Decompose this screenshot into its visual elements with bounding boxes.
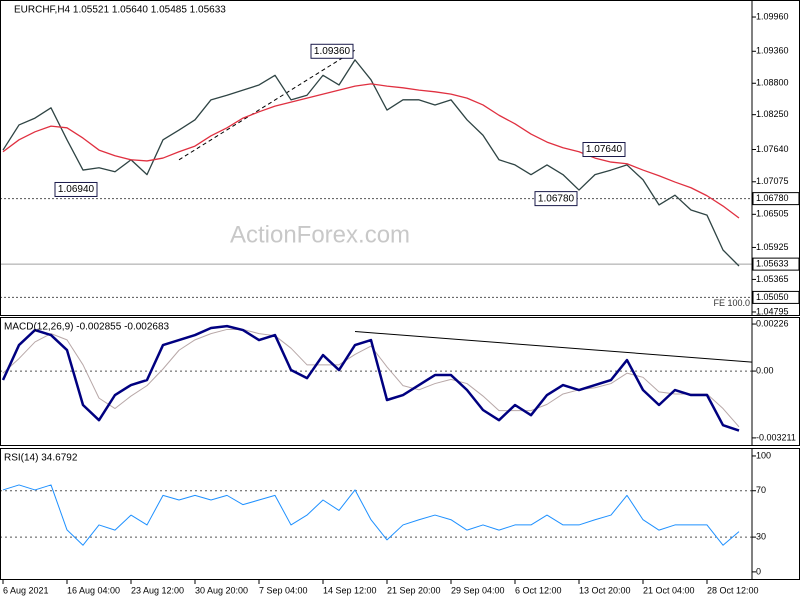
x-tick-label: 14 Sep 12:00 (323, 585, 377, 595)
series-line (2, 328, 740, 428)
series-line (2, 59, 740, 267)
annotation-box (54, 181, 98, 197)
x-tick-label: 6 Aug 2021 (3, 585, 49, 595)
level-label: 1.06780 (756, 193, 789, 203)
annotation-box (582, 142, 626, 158)
y-tick-label: 1.08250 (756, 109, 789, 119)
y-tick-label: 1.05925 (756, 242, 789, 252)
y-tick-label: 30 (756, 531, 766, 541)
level-label: 1.05050 (756, 292, 789, 302)
y-tick-label: 70 (756, 485, 766, 495)
y-tick-label: 1.09360 (756, 46, 789, 56)
x-tick-label: 30 Aug 20:00 (195, 585, 248, 595)
panel-title: EURCHF,H4 1.05521 1.05640 1.05485 1.0563… (14, 5, 226, 16)
x-tick-label: 7 Sep 04:00 (259, 585, 308, 595)
series-line (1, 324, 740, 432)
x-tick-label: 23 Aug 12:00 (131, 585, 184, 595)
panel-title: RSI(14) 34.6792 (4, 453, 78, 464)
y-tick-label: 1.07640 (756, 144, 789, 154)
y-tick-label: 100 (756, 450, 771, 460)
y-tick-label: 1.05365 (756, 274, 789, 284)
watermark: ActionForex.com (230, 221, 410, 248)
series-line (2, 484, 740, 546)
y-tick-label: 1.08800 (756, 78, 789, 88)
y-tick-label: 1.09960 (756, 11, 789, 21)
annotation-label: 1.06940 (58, 184, 95, 195)
y-tick-label: 1.07075 (756, 176, 789, 186)
x-tick-label: 13 Oct 20:00 (579, 585, 631, 595)
y-tick-label: 0.00 (756, 365, 774, 375)
trendline (354, 331, 753, 363)
panel-title: MACD(12,26,9) -0.002855 -0.002683 (4, 322, 170, 333)
y-tick-label: 0.00226 (756, 318, 789, 328)
annotation-label: 1.09360 (314, 46, 351, 57)
y-tick-label: 1.04795 (756, 306, 789, 316)
x-tick-label: 29 Sep 04:00 (451, 585, 505, 595)
x-tick-label: 6 Oct 12:00 (515, 585, 562, 595)
annotation-label: 1.07640 (586, 144, 623, 155)
y-tick-label: 1.06505 (756, 209, 789, 219)
x-tick-label: 21 Sep 20:00 (387, 585, 441, 595)
level-note: FE 100.0 (713, 298, 750, 308)
x-tick-label: 28 Oct 12:00 (707, 585, 759, 595)
level-label: 1.05633 (756, 258, 789, 268)
series-line (2, 83, 740, 219)
y-tick-label: 0 (756, 566, 761, 576)
x-tick-label: 16 Aug 04:00 (67, 585, 120, 595)
annotation-box (310, 43, 354, 59)
x-tick-label: 21 Oct 04:00 (643, 585, 695, 595)
annotation-box (534, 191, 578, 207)
annotation-label: 1.06780 (538, 193, 575, 204)
y-tick-label: -0.003211 (756, 432, 796, 442)
